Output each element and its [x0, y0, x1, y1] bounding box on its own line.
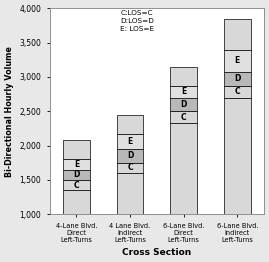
Bar — [117, 115, 143, 134]
Text: C:LOS=C
D:LOS=D
E: LOS=E: C:LOS=C D:LOS=D E: LOS=E — [121, 10, 154, 32]
Bar — [224, 72, 251, 86]
Text: C: C — [127, 163, 133, 172]
Text: D: D — [73, 170, 80, 179]
Bar — [170, 123, 197, 214]
Bar — [170, 86, 197, 97]
Text: D: D — [234, 74, 240, 83]
Bar — [63, 159, 90, 170]
Bar — [224, 97, 251, 214]
Bar — [170, 67, 197, 86]
Y-axis label: Bi-Directional Hourly Volume: Bi-Directional Hourly Volume — [5, 46, 14, 177]
Text: E: E — [235, 56, 240, 65]
Text: D: D — [180, 100, 187, 109]
Text: C: C — [74, 181, 79, 190]
Bar — [170, 111, 197, 123]
Bar — [224, 50, 251, 72]
Text: D: D — [127, 151, 133, 160]
X-axis label: Cross Section: Cross Section — [122, 248, 192, 257]
Bar — [170, 97, 197, 111]
Bar — [63, 180, 90, 190]
Bar — [117, 149, 143, 163]
Bar — [63, 190, 90, 214]
Text: E: E — [128, 137, 133, 146]
Text: E: E — [181, 87, 186, 96]
Text: C: C — [181, 113, 186, 122]
Text: E: E — [74, 160, 79, 169]
Bar — [224, 86, 251, 97]
Bar — [63, 140, 90, 159]
Text: C: C — [235, 87, 240, 96]
Bar — [117, 134, 143, 149]
Bar — [117, 163, 143, 173]
Bar — [63, 170, 90, 180]
Bar — [224, 19, 251, 50]
Bar — [117, 173, 143, 214]
